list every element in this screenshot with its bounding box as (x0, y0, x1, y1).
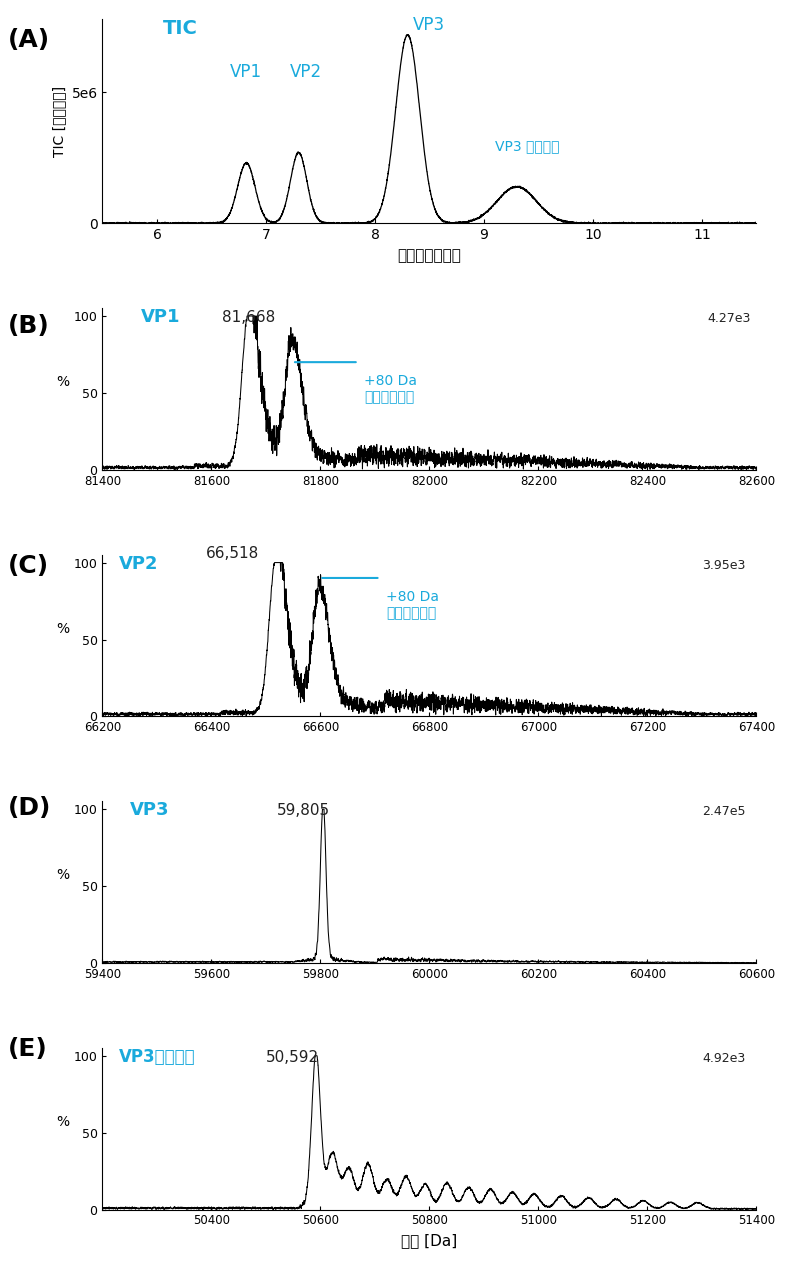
Text: (D): (D) (8, 796, 51, 820)
Text: (E): (E) (8, 1037, 47, 1061)
Text: 50,592: 50,592 (266, 1050, 319, 1065)
Text: (B): (B) (8, 314, 50, 338)
Text: VP3クリップ: VP3クリップ (119, 1048, 195, 1066)
Text: +80 Da
（リン酸化）: +80 Da （リン酸化） (364, 375, 417, 404)
X-axis label: 保持時間（分）: 保持時間（分） (397, 248, 462, 262)
Y-axis label: TIC [カウント]: TIC [カウント] (52, 86, 66, 156)
Text: (C): (C) (8, 554, 49, 579)
Text: VP3 クリップ: VP3 クリップ (495, 140, 559, 154)
Y-axis label: %: % (56, 1115, 69, 1129)
Text: TIC: TIC (162, 18, 197, 37)
Text: VP2: VP2 (119, 554, 158, 572)
Y-axis label: %: % (56, 375, 69, 389)
Text: 2.47e5: 2.47e5 (702, 805, 745, 818)
Text: (A): (A) (8, 28, 50, 52)
Text: 4.27e3: 4.27e3 (708, 312, 751, 325)
Text: +80 Da
（リン酸化）: +80 Da （リン酸化） (386, 590, 439, 621)
Text: 3.95e3: 3.95e3 (702, 559, 745, 572)
Text: 59,805: 59,805 (277, 804, 330, 818)
Y-axis label: %: % (56, 622, 69, 636)
Text: 81,668: 81,668 (222, 310, 276, 325)
Text: 66,518: 66,518 (206, 547, 259, 561)
Y-axis label: %: % (56, 868, 69, 882)
Text: VP2: VP2 (290, 63, 322, 81)
Text: 4.92e3: 4.92e3 (702, 1052, 745, 1065)
Text: VP3: VP3 (130, 801, 169, 819)
X-axis label: 質量 [Da]: 質量 [Da] (401, 1233, 458, 1248)
Text: VP1: VP1 (230, 63, 262, 81)
Text: VP3: VP3 (413, 15, 445, 33)
Text: VP1: VP1 (140, 308, 180, 326)
